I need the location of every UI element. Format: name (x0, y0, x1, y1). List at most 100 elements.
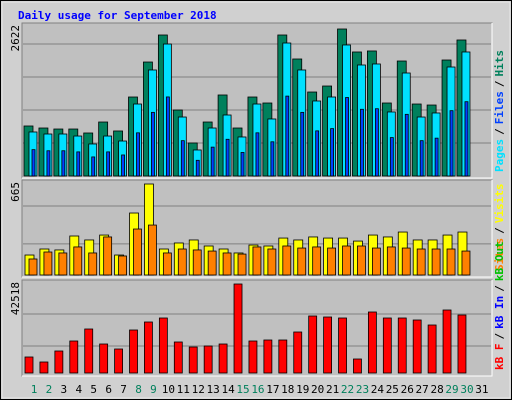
bar (151, 111, 155, 177)
bar (255, 132, 260, 177)
bar (412, 319, 422, 374)
bar (177, 248, 187, 276)
y-tick-label: 2622 (9, 25, 22, 52)
legend-entry: Pages (493, 139, 506, 172)
bar (345, 97, 349, 177)
bar (61, 150, 66, 177)
day-label: 18 (281, 383, 294, 396)
day-label: 22 (341, 383, 354, 396)
bar (338, 317, 347, 374)
day-label: 14 (221, 383, 235, 396)
bar (285, 95, 290, 177)
bar (308, 315, 318, 374)
bar (43, 251, 53, 276)
bar (353, 358, 362, 374)
bar (371, 247, 381, 276)
bar (54, 350, 64, 374)
bar (419, 140, 424, 177)
legend-separator: / (493, 333, 506, 340)
bar (84, 328, 94, 374)
bar (207, 250, 217, 276)
legend-entry: Visits (493, 184, 506, 224)
bar (382, 317, 392, 374)
legend-separator: / (493, 227, 506, 234)
bar (222, 252, 232, 276)
bar (203, 345, 213, 374)
bar (327, 247, 337, 276)
bar (267, 248, 277, 276)
panel-bevel (22, 280, 493, 377)
day-label: 15 (236, 383, 249, 396)
bar (237, 253, 247, 276)
legend: Pages / Files / Hits (493, 50, 506, 172)
day-label: 21 (326, 383, 339, 396)
bar (233, 283, 243, 374)
bar (133, 228, 142, 276)
day-label: 31 (475, 383, 488, 396)
bar (162, 252, 172, 276)
legend-separator: / (493, 128, 506, 135)
bar (342, 245, 351, 276)
bar (88, 252, 98, 276)
legend-entry: Files (493, 91, 506, 124)
bar (293, 331, 303, 374)
day-label: 28 (430, 383, 443, 396)
bar (69, 340, 79, 374)
bar (46, 150, 51, 177)
day-label: 30 (460, 383, 473, 396)
bar (173, 341, 183, 374)
day-label: 2 (46, 383, 53, 396)
day-label: 23 (356, 383, 369, 396)
bar (464, 101, 469, 177)
day-label: 26 (401, 383, 414, 396)
bar (427, 324, 437, 374)
bar (39, 361, 49, 374)
bar (180, 140, 185, 177)
legend-entry: kB In (493, 296, 506, 329)
day-label: 27 (416, 383, 429, 396)
bar (192, 249, 202, 276)
bar (434, 137, 439, 177)
legend: kB F / kB In / kB Out (493, 241, 506, 370)
bar (148, 224, 157, 276)
bar (248, 340, 258, 374)
bar (431, 248, 441, 276)
bar (58, 252, 68, 276)
bar (367, 311, 377, 374)
day-label: 4 (75, 383, 82, 396)
bar (282, 245, 292, 276)
day-label: 19 (296, 383, 309, 396)
bar (389, 137, 394, 177)
bar (106, 151, 111, 177)
bar (99, 343, 109, 374)
day-label: 7 (120, 383, 127, 396)
day-label: 29 (445, 383, 458, 396)
panel-bevel (22, 23, 493, 179)
legend-separator: / (493, 80, 506, 87)
day-label: 16 (251, 383, 264, 396)
legend-entry: kB F (493, 344, 506, 371)
bar (218, 343, 228, 374)
day-label: 1 (31, 383, 38, 396)
bar (404, 113, 409, 177)
bar (210, 146, 215, 177)
legend-entry: kB Out (493, 241, 506, 281)
bar (28, 258, 38, 276)
bar (446, 248, 456, 276)
bar (297, 247, 307, 276)
bar (144, 321, 153, 374)
day-label: 6 (105, 383, 112, 396)
bar (76, 151, 81, 177)
bar (188, 346, 198, 374)
bar (121, 154, 125, 177)
bar (252, 246, 262, 276)
legend: Sites / Visits (493, 184, 506, 272)
panel-bevel (22, 180, 493, 278)
bar (357, 245, 366, 276)
bar (118, 255, 127, 276)
bar (323, 316, 333, 374)
bar (136, 132, 140, 177)
y-tick-label: 42518 (9, 282, 22, 315)
bar (315, 130, 320, 177)
